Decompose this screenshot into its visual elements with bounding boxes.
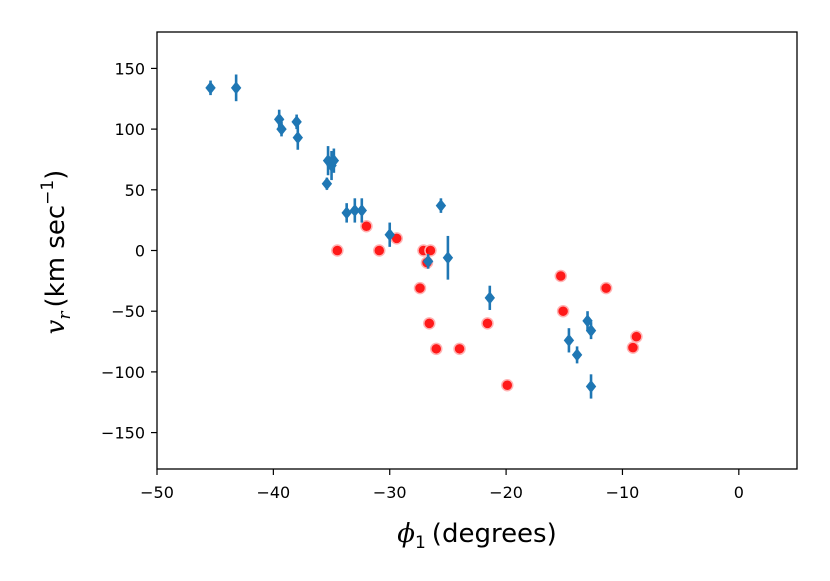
scatter-point-red (556, 304, 570, 318)
scatter-point-blue (582, 314, 593, 328)
scatter-point-red (373, 244, 386, 257)
scatter-point-blue (356, 203, 367, 217)
x-tick-label: 0 (734, 483, 744, 502)
x-axis-label-text: (degrees) (432, 519, 557, 549)
scatter-point-red (423, 317, 436, 330)
x-axis-label-subscript: 1 (415, 533, 426, 553)
scatter-point-red (360, 219, 373, 233)
scatter-point-blue (328, 154, 340, 168)
y-tick-label: 0 (135, 242, 145, 261)
scatter-point-blue (384, 228, 395, 242)
scatter-point-red (453, 342, 466, 356)
scatter-point-blue (276, 122, 287, 136)
scatter-point-blue (321, 177, 333, 191)
x-tick-label: −50 (140, 483, 174, 502)
scatter-point-blue (442, 251, 454, 265)
scatter-point-blue (230, 81, 242, 95)
scatter-point-red (430, 342, 443, 356)
y-axis-label-superscript: −1 (38, 180, 58, 205)
scatter-point-blue (563, 333, 575, 347)
x-tick-label: −40 (256, 483, 290, 502)
y-axis-label-symbol: v (41, 319, 71, 334)
x-axis-label: ϕ1 (degrees) (397, 519, 557, 553)
y-tick-label: −100 (101, 363, 145, 382)
scatter-point-red (554, 269, 568, 283)
y-axis-label: vr (km sec−1) (38, 170, 75, 335)
scatter-point-blue (205, 81, 216, 95)
y-axis-label-subscript: r (55, 311, 75, 320)
x-tick-label: −10 (606, 483, 640, 502)
scatter-point-blue (571, 348, 583, 362)
y-tick-label: −50 (111, 302, 145, 321)
scatter-point-blue (341, 206, 352, 220)
scatter-point-red (424, 244, 437, 257)
scatter-point-red (481, 317, 494, 330)
x-axis-label-symbol: ϕ (397, 519, 415, 549)
y-tick-label: 50 (125, 181, 145, 200)
scatter-point-red (626, 341, 640, 354)
scatter-point-red (630, 330, 643, 343)
y-tick-label: 100 (114, 120, 145, 139)
x-tick-label: −30 (373, 483, 407, 502)
scatter-point-blue (422, 254, 434, 268)
y-tick-label: −150 (101, 424, 145, 443)
scatter-point-red (413, 281, 427, 295)
scatter-point-blue (349, 203, 361, 217)
scatter-point-red (599, 281, 613, 295)
plot-area (205, 74, 643, 399)
scatter-point-blue (435, 199, 447, 213)
scatter-point-blue (292, 131, 303, 145)
scatter-point-red (501, 378, 514, 392)
x-tick-label: −20 (489, 483, 523, 502)
y-axis-label-text: (km sec (41, 205, 71, 308)
scatter-point-blue (291, 115, 302, 129)
scatter-point-red (331, 244, 344, 257)
scatter-point-blue (585, 379, 597, 393)
y-axis-label-close: ) (41, 170, 71, 180)
scatter-point-blue (484, 291, 495, 305)
scatter-point-blue (585, 324, 597, 338)
y-tick-label: 150 (114, 59, 145, 78)
